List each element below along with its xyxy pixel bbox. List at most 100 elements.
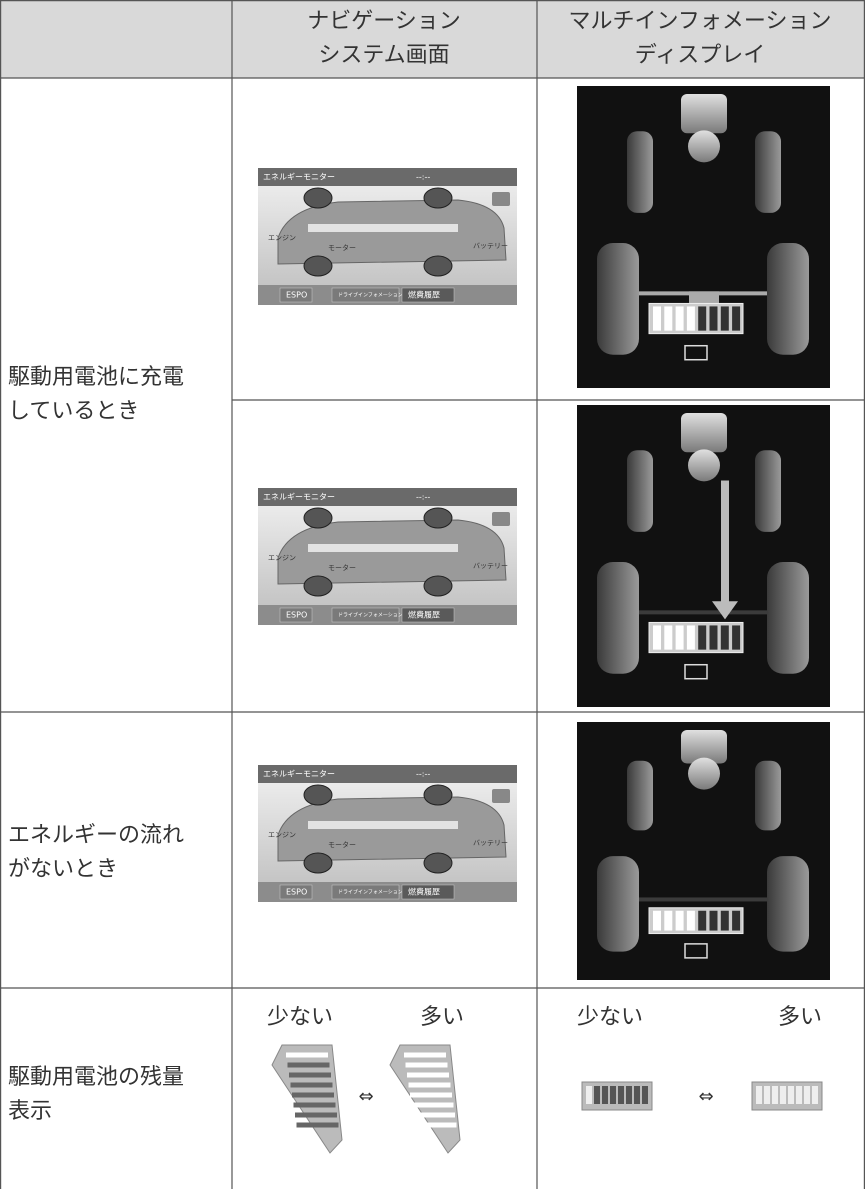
wheel xyxy=(423,784,453,806)
battery-icon xyxy=(684,943,708,959)
screen-clock: --:-- xyxy=(416,173,430,182)
screen-title: エネルギーモニター xyxy=(263,493,335,502)
row-label: 駆動用電池に充電 xyxy=(8,365,184,390)
tab-label: 燃費履歴 xyxy=(408,887,440,897)
tab-label: 燃費履歴 xyxy=(408,610,440,620)
tab-label: 燃費履歴 xyxy=(408,290,440,300)
battery-cell xyxy=(709,910,718,931)
header-bg xyxy=(0,0,865,78)
battery-cell xyxy=(664,306,673,331)
wheel xyxy=(627,450,653,532)
level-arrow: ⇔ xyxy=(698,1086,713,1107)
battery-cell xyxy=(756,1086,762,1104)
battery-cell xyxy=(720,306,729,331)
battery-cell xyxy=(796,1086,802,1104)
battery-cell xyxy=(772,1086,778,1104)
tab xyxy=(401,287,455,303)
battery-cell xyxy=(675,910,684,931)
label-motor: モーター xyxy=(328,243,356,252)
battery-cell xyxy=(686,625,695,650)
battery-cell xyxy=(686,910,695,931)
row-label: しているとき xyxy=(8,399,139,424)
energy-path xyxy=(308,821,458,829)
header-cell: ナビゲーション xyxy=(307,9,461,34)
wheel xyxy=(767,243,809,355)
wheel xyxy=(303,575,333,597)
tab-label: ESPO xyxy=(286,888,307,897)
wheel xyxy=(755,131,781,213)
battery-cell xyxy=(675,306,684,331)
back-button xyxy=(492,512,510,526)
wheel xyxy=(597,856,639,952)
row-label: 駆動用電池の残量 xyxy=(8,1065,184,1090)
battery-cell xyxy=(804,1086,810,1104)
battery-cell xyxy=(653,910,661,931)
screen-title: エネルギーモニター xyxy=(263,173,335,182)
battery-body xyxy=(581,1081,653,1111)
battery xyxy=(648,302,744,335)
battery-cell xyxy=(720,910,729,931)
energy-path xyxy=(308,224,458,232)
battery-level xyxy=(389,1044,461,1154)
tab xyxy=(331,884,400,900)
battery-cell xyxy=(586,1086,592,1104)
battery-cell xyxy=(675,625,684,650)
battery-cell xyxy=(602,1086,608,1104)
mid-screen xyxy=(577,405,830,707)
tab xyxy=(279,287,313,303)
tab xyxy=(401,607,455,623)
title-bar xyxy=(258,765,517,783)
battery-level xyxy=(751,1081,823,1111)
battery-level xyxy=(271,1044,343,1154)
battery-cell xyxy=(732,306,741,331)
tab-label: ドライブインフォメーション xyxy=(338,292,403,299)
level-high: 多い xyxy=(778,1005,822,1030)
label-engine: エンジン xyxy=(268,554,296,562)
energy-path xyxy=(308,544,458,552)
screen-clock: --:-- xyxy=(416,493,430,502)
battery-cell xyxy=(709,625,718,650)
level-high: 多い xyxy=(420,1005,464,1030)
axle xyxy=(639,610,767,615)
wheel xyxy=(303,852,333,874)
tab xyxy=(279,884,313,900)
wheel xyxy=(627,760,653,831)
battery-body xyxy=(751,1081,823,1111)
wheel xyxy=(303,187,333,209)
battery xyxy=(648,621,744,654)
tab xyxy=(331,607,400,623)
battery-cell xyxy=(780,1086,786,1104)
battery-cell xyxy=(610,1086,616,1104)
battery-cell xyxy=(698,625,707,650)
mid-screen xyxy=(577,722,830,980)
wheel xyxy=(303,507,333,529)
back-button xyxy=(492,192,510,206)
battery-cell xyxy=(698,910,707,931)
tab-label: ESPO xyxy=(286,611,307,620)
screen-title: エネルギーモニター xyxy=(263,770,335,779)
engine xyxy=(681,94,727,134)
battery-cell xyxy=(698,306,707,331)
battery-cell xyxy=(664,625,673,650)
label-motor: モーター xyxy=(328,563,356,572)
battery-cell xyxy=(664,910,673,931)
battery-icon xyxy=(684,663,708,680)
engine xyxy=(681,413,727,453)
motor xyxy=(688,757,720,790)
battery-cell xyxy=(732,910,741,931)
battery-cell xyxy=(709,306,718,331)
label-engine: エンジン xyxy=(268,831,296,839)
level-low: 少ない xyxy=(577,1005,643,1030)
wheel xyxy=(423,507,453,529)
screen-clock: --:-- xyxy=(416,770,430,779)
battery-cell xyxy=(626,1086,632,1104)
mid-screen xyxy=(577,86,830,388)
motor xyxy=(688,449,720,482)
wheel xyxy=(755,760,781,831)
battery-level xyxy=(581,1081,653,1111)
